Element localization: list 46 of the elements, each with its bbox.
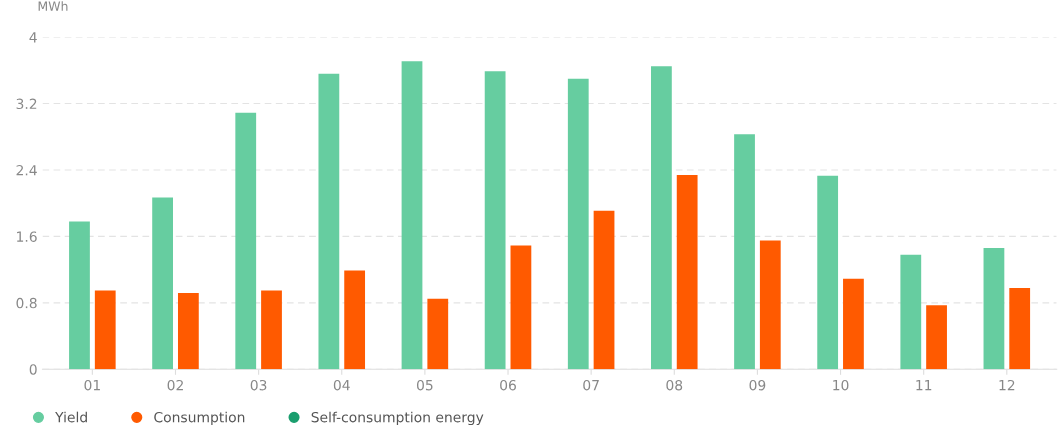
x-tick-label: 09 xyxy=(749,379,766,391)
legend-label: Self-consumption energy xyxy=(311,411,484,426)
bar xyxy=(94,290,116,370)
bar xyxy=(651,66,672,370)
bar xyxy=(593,210,615,370)
bar xyxy=(734,134,755,370)
y-axis-title: MWh xyxy=(38,1,68,11)
bar xyxy=(926,305,947,370)
bar xyxy=(69,221,90,370)
bar xyxy=(318,73,340,370)
bar xyxy=(759,240,781,370)
x-tick-label: 01 xyxy=(84,379,100,391)
bar xyxy=(1009,287,1031,370)
bar xyxy=(401,61,423,370)
y-tick-label: 4 xyxy=(29,32,37,43)
x-tick-label: 08 xyxy=(666,379,683,391)
x-tick-label: 12 xyxy=(999,379,1015,391)
bar xyxy=(235,112,257,370)
bar xyxy=(983,248,1005,370)
x-tick-label: 11 xyxy=(916,380,932,391)
y-tick-label: 0.8 xyxy=(16,297,37,309)
bar xyxy=(843,278,864,370)
x-tick-label: 07 xyxy=(583,379,599,391)
bar xyxy=(567,78,589,370)
x-tick-label: 02 xyxy=(167,379,183,391)
y-tick-label: 0 xyxy=(29,364,37,375)
y-tick-label: 2.4 xyxy=(16,164,37,176)
bar xyxy=(676,174,698,370)
x-tick-label: 03 xyxy=(250,379,267,391)
x-tick-label: 05 xyxy=(416,379,433,391)
bar xyxy=(510,245,532,370)
legend-label: Yield xyxy=(55,411,87,423)
y-tick-label: 1.6 xyxy=(17,231,37,242)
bar xyxy=(177,292,199,370)
x-tick-label: 06 xyxy=(500,379,516,391)
bar xyxy=(152,197,173,370)
bar xyxy=(900,254,922,370)
x-tick-label: 10 xyxy=(833,379,849,391)
x-tick-label: 04 xyxy=(333,379,350,391)
bar xyxy=(344,270,366,370)
bar xyxy=(484,71,506,370)
bar xyxy=(817,175,839,370)
y-tick-label: 3.2 xyxy=(16,98,37,110)
bar xyxy=(427,298,449,370)
bar xyxy=(261,290,282,370)
legend-label: Consumption xyxy=(154,411,245,426)
